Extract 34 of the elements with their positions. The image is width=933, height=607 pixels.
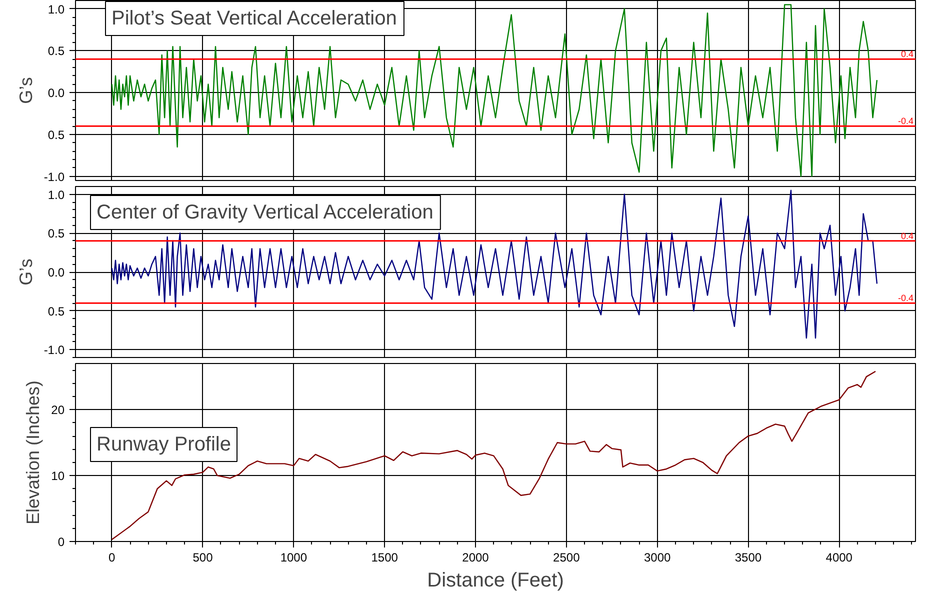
- x-tick-label: 2500: [553, 550, 580, 564]
- y-axis-title: G’s: [16, 77, 36, 104]
- x-tick-label: 3500: [734, 550, 762, 564]
- y-tick-label: -1.0: [44, 343, 65, 358]
- x-tick-label: 2000: [462, 550, 490, 564]
- chart-title: Pilot’s Seat Vertical Acceleration: [112, 8, 397, 30]
- ref-line-label: 0.4: [900, 230, 914, 241]
- ref-line-label: 0.4: [900, 49, 914, 60]
- y-axis-title: G’s: [16, 258, 36, 286]
- y-tick-label: 0.5: [48, 226, 65, 241]
- x-tick-label: 0: [108, 550, 116, 564]
- ref-line-label: -0.4: [898, 116, 914, 126]
- y-tick-label: -1.0: [44, 170, 65, 184]
- y-tick-label: 0.5: [48, 304, 65, 318]
- y-tick-label: 10: [51, 469, 65, 484]
- text: Center of Gravity Vertical Acceleration: [96, 202, 434, 224]
- y-tick-label: 0.5: [48, 44, 65, 58]
- y-tick-label: 0.0: [48, 86, 65, 100]
- y-tick-label: 0.5: [48, 128, 65, 142]
- y-axis-title: Elevation (Inches): [23, 380, 44, 525]
- line-series: [111, 4, 878, 177]
- y-tick-label: 1.0: [48, 188, 65, 202]
- x-tick-label: 1500: [371, 550, 398, 564]
- y-tick-label: 1.0: [48, 2, 65, 16]
- y-tick-label: 0: [58, 535, 65, 549]
- y-tick-label: 20: [51, 403, 65, 418]
- y-tick-label: 0.0: [48, 266, 65, 280]
- x-tick-label: 4000: [826, 550, 853, 564]
- x-tick-label: 3000: [644, 550, 671, 564]
- text: Runway Profile: [96, 434, 232, 456]
- x-tick-label: 500: [192, 550, 214, 564]
- x-axis-title: Distance (Feet): [427, 570, 564, 592]
- ref-line-label: -0.4: [898, 293, 914, 304]
- x-tick-label: 1000: [280, 550, 308, 564]
